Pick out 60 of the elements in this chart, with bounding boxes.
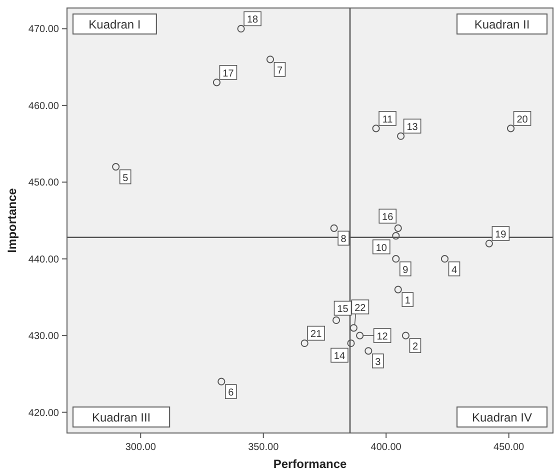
- annotation: 14: [334, 351, 346, 362]
- x-tick-label: 350.00: [248, 442, 280, 453]
- point: [397, 132, 405, 140]
- annotation: 8: [340, 234, 347, 246]
- annotation: Kuadran I: [88, 18, 141, 32]
- point: [347, 339, 355, 348]
- point: [332, 316, 340, 324]
- annotation: 20: [516, 114, 528, 126]
- point: [300, 339, 308, 348]
- point: [392, 232, 400, 240]
- point: [212, 78, 221, 86]
- annotation: 1: [404, 296, 411, 307]
- y-tick-label: 430.00: [28, 331, 60, 342]
- annotation: Kuadran IV: [472, 410, 532, 424]
- point: [112, 163, 120, 171]
- point: [237, 24, 245, 33]
- annotation: 10: [376, 242, 388, 254]
- annotation: 22: [354, 302, 366, 314]
- annotation: 5: [122, 172, 129, 184]
- annotation: 18: [246, 14, 259, 26]
- point: [402, 332, 410, 340]
- annotation: 19: [495, 230, 507, 241]
- point: [394, 224, 402, 232]
- annotation: 13: [406, 122, 418, 134]
- point: [372, 124, 380, 132]
- annotation: Kuadran III: [92, 410, 151, 424]
- point: [506, 124, 515, 132]
- y-axis-title: Importance: [5, 188, 19, 253]
- point: [356, 332, 364, 340]
- annotation: 12: [376, 332, 388, 343]
- annotation: Kuadran II: [474, 18, 530, 32]
- point: [350, 324, 358, 332]
- annotation: 16: [382, 212, 394, 224]
- annotation: 2: [412, 342, 418, 353]
- annotation: 21: [310, 329, 322, 340]
- x-tick-label: 300.00: [125, 442, 156, 453]
- y-tick-label: 440.00: [28, 254, 60, 266]
- annotation: 7: [276, 65, 283, 76]
- annotation: 3: [375, 356, 382, 368]
- y-tick-label: 420.00: [28, 408, 60, 419]
- annotation: 9: [402, 264, 409, 276]
- y-tick-label: 460.00: [28, 100, 60, 112]
- point: [330, 224, 338, 232]
- y-tick-label: 470.00: [28, 24, 60, 36]
- point: [485, 240, 493, 248]
- x-tick-label: 400.00: [370, 442, 402, 453]
- annotation: 17: [222, 68, 234, 80]
- point: [394, 286, 402, 294]
- annotation: 6: [228, 388, 234, 399]
- point: [218, 378, 226, 386]
- x-axis-title: Performance: [273, 457, 348, 471]
- point: [440, 255, 449, 263]
- annotation: 11: [382, 114, 394, 126]
- annotation: 15: [337, 304, 349, 316]
- point: [392, 255, 400, 263]
- point: [364, 347, 372, 355]
- x-tick-label: 450.00: [494, 442, 525, 453]
- y-tick-label: 450.00: [28, 178, 60, 189]
- annotation: 4: [451, 264, 458, 276]
- point: [266, 56, 274, 64]
